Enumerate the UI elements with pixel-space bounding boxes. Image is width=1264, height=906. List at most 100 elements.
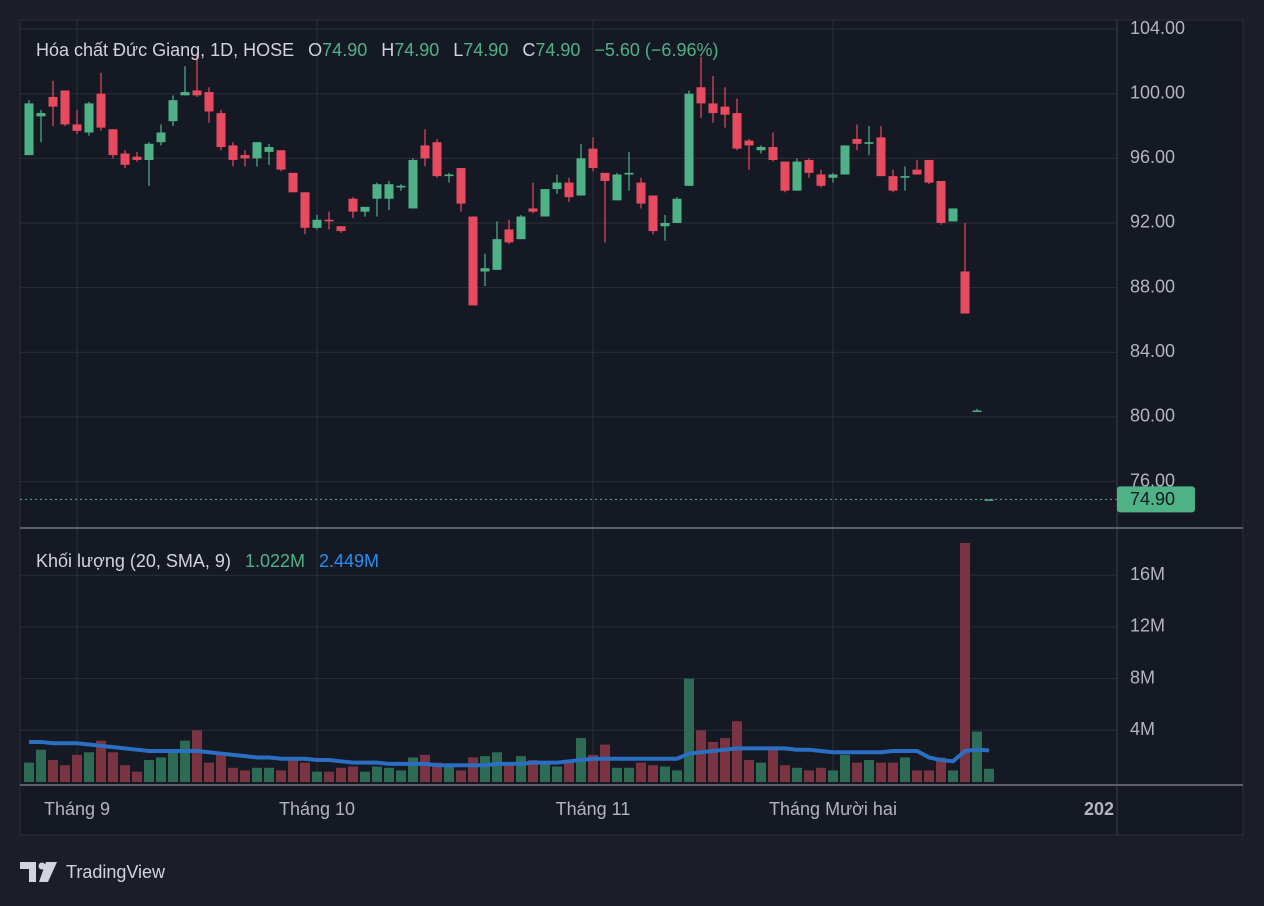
volume-bar (96, 740, 106, 782)
sma-line (29, 739, 990, 768)
volume-bar (636, 762, 646, 782)
volume-bar (972, 731, 982, 782)
candle-body (96, 93, 106, 128)
y-tick-label: 4M (1130, 719, 1155, 739)
candle-body (924, 159, 934, 183)
candle-body (888, 176, 898, 191)
volume-bar (504, 763, 514, 782)
price-legend: Hóa chất Đức Giang, 1D, HOSE O74.90 H74.90… (36, 40, 718, 60)
candle-body (708, 103, 718, 114)
logo-dot (38, 862, 46, 870)
x-tick-label: 202 (1084, 799, 1114, 819)
ohlc-key: O (308, 40, 322, 60)
volume-bar (804, 770, 814, 782)
volume-bar (672, 770, 682, 782)
volume-bar (648, 765, 658, 782)
candle-body (744, 140, 754, 146)
volume-bar (204, 762, 214, 782)
candle-body (756, 147, 766, 151)
candle-body (132, 156, 142, 160)
volume-bar (180, 740, 190, 782)
candle-body (72, 124, 82, 131)
last-price-badge (1117, 486, 1195, 513)
volume-title: Khối lượng (20, SMA, 9) (36, 551, 231, 571)
candle-body (960, 271, 970, 314)
last-price-label: 74.90 (1130, 489, 1175, 509)
volume-bar (24, 762, 34, 782)
candle-body (912, 169, 922, 175)
candle-body (528, 208, 538, 212)
candle-body (324, 219, 334, 222)
y-tick-label: 88.00 (1130, 276, 1175, 296)
volume-bar (900, 757, 910, 782)
candle-body (288, 172, 298, 193)
candle-body (276, 150, 286, 170)
ohlc: O74.90 H74.90 L74.90 C74.90 (308, 40, 580, 60)
candle-body (768, 147, 778, 160)
candle-body (564, 182, 574, 198)
volume-bar (408, 757, 418, 782)
candle-body (120, 153, 130, 165)
candle-body (144, 143, 154, 160)
volume-bar (984, 768, 994, 782)
y-tick-label: 104.00 (1130, 18, 1185, 38)
volume-value: 1.022M (245, 551, 305, 571)
candle-body (648, 195, 658, 232)
candle-body (432, 142, 442, 177)
candle-body (576, 158, 586, 196)
volume-bar (840, 754, 850, 782)
y-tick-label: 16M (1130, 564, 1165, 584)
volume-bar (564, 762, 574, 782)
ohlc-value: 74.90 (463, 40, 508, 60)
x-tick-label: Tháng 11 (556, 799, 631, 819)
candle-body (468, 216, 478, 306)
candle-body (180, 92, 190, 96)
candle-body (852, 138, 862, 144)
candle-body (684, 93, 694, 186)
volume-bar (516, 756, 526, 782)
candle-body (636, 182, 646, 204)
candle-body (504, 229, 514, 243)
candle-body (312, 219, 322, 228)
y-tick-label: 80.00 (1130, 406, 1175, 426)
volume-bar (264, 767, 274, 782)
volume-bar (756, 762, 766, 782)
candle-body (300, 192, 310, 228)
candle-body (360, 206, 370, 212)
volume-bar (708, 741, 718, 782)
volume-bar (84, 752, 94, 782)
branding: TradingView (66, 862, 166, 882)
y-tick-label: 100.00 (1130, 82, 1185, 102)
volume-bar (456, 770, 466, 782)
candle-body (600, 172, 610, 181)
candle-body (408, 159, 418, 209)
volume-bar (552, 766, 562, 782)
volume-bar (600, 744, 610, 782)
ohlc-value: 74.90 (322, 40, 367, 60)
candle-body (672, 198, 682, 223)
candle-body (780, 161, 790, 191)
candle-body (192, 90, 202, 96)
candle-body (36, 113, 46, 117)
ohlc-value: 74.90 (535, 40, 580, 60)
volume-bar (288, 760, 298, 782)
candle-body (204, 92, 214, 112)
volume-bar (156, 757, 166, 782)
volume-bar (60, 765, 70, 782)
logo-mark (39, 862, 57, 882)
candle-body (228, 145, 238, 160)
volume-bar (120, 765, 130, 782)
ohlc-key: C (522, 40, 535, 60)
candle-body (792, 161, 802, 191)
candle-body (864, 142, 874, 144)
volume-bar (216, 754, 226, 782)
candle-body (948, 208, 958, 222)
volume-bar (396, 770, 406, 782)
candle-body (828, 174, 838, 178)
candle-body (660, 222, 670, 227)
change: −5.60 (−6.96%) (594, 40, 718, 60)
candle-body (84, 103, 94, 133)
volume-bar (108, 752, 118, 782)
volume-bar (444, 763, 454, 782)
